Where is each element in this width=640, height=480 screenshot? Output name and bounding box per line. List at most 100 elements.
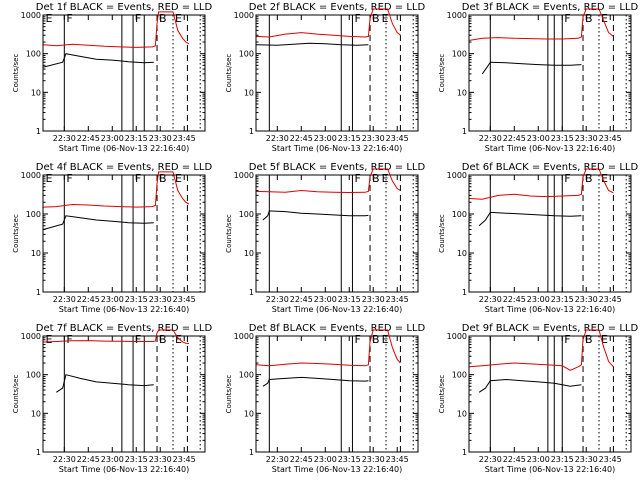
- axes-frame: [255, 335, 419, 453]
- region-label: F: [66, 333, 72, 346]
- events-series-line: [262, 210, 369, 221]
- region-label: E: [601, 172, 608, 185]
- axes-frame: [255, 174, 419, 293]
- x-axis-label: Start Time (06-Nov-13 22:16:40): [272, 144, 402, 153]
- y-tick-label: 1000: [21, 11, 41, 20]
- region-label: F: [564, 333, 570, 346]
- x-tick-label: 23:15: [338, 295, 361, 304]
- x-tick-label: 22:45: [77, 295, 100, 304]
- lld-series-line: [43, 171, 190, 208]
- lld-series-line: [469, 329, 614, 371]
- events-series-line: [262, 376, 369, 387]
- chart-panel-9: Det 9f BLACK = Events, RED = LLD 1 10 100 10…: [438, 323, 638, 474]
- x-tick-label: 23:30: [575, 295, 598, 304]
- x-axis-label: Start Time (06-Nov-13 22:16:40): [59, 465, 189, 474]
- chart-title: Det 6f BLACK = Events, RED = LLD: [462, 162, 639, 173]
- x-axis-label: Start Time (06-Nov-13 22:16:40): [485, 305, 615, 314]
- events-series-line: [478, 211, 582, 227]
- y-tick-label: 1: [36, 127, 41, 136]
- x-tick-label: 23:30: [362, 295, 385, 304]
- y-tick-label: 100: [452, 50, 467, 59]
- region-label: B: [159, 333, 167, 346]
- y-axis-label: Counts/sec: [438, 54, 446, 93]
- region-label: E: [46, 12, 53, 25]
- region-label: E: [175, 172, 182, 185]
- region-label: E: [601, 333, 608, 346]
- y-tick-label: 1000: [234, 171, 254, 180]
- chart-panel-1: Det 1f BLACK = Events, RED = LLD 1 10 100 10…: [12, 2, 212, 153]
- region-label: B: [585, 12, 593, 25]
- y-tick-label: 100: [452, 371, 467, 380]
- y-tick-label: 10: [244, 88, 254, 97]
- chart-panel-7: Det 7f BLACK = Events, RED = LLD 1 10 100 10…: [12, 323, 212, 474]
- lld-series-line: [43, 329, 190, 344]
- region-label: F: [66, 12, 72, 25]
- region-label: E: [175, 12, 182, 25]
- region-label: F: [564, 12, 570, 25]
- x-tick-label: 23:00: [527, 295, 550, 304]
- lld-series-line: [256, 8, 401, 38]
- axes-frame: [42, 335, 206, 453]
- x-tick-label: 23:15: [125, 134, 148, 143]
- region-label: F: [354, 333, 360, 346]
- region-label: E: [175, 333, 182, 346]
- x-tick-label: 23:45: [599, 295, 622, 304]
- x-tick-label: 23:15: [551, 295, 574, 304]
- axes-frame: [468, 14, 632, 132]
- y-tick-label: 100: [26, 50, 41, 59]
- y-tick-label: 10: [457, 88, 467, 97]
- region-label: E: [601, 12, 608, 25]
- x-tick-label: 23:00: [101, 295, 124, 304]
- x-tick-label: 22:30: [53, 134, 76, 143]
- region-label: F: [135, 12, 141, 25]
- region-label: F: [135, 172, 141, 185]
- region-label: E: [46, 172, 53, 185]
- x-tick-label: 23:45: [599, 134, 622, 143]
- y-tick-label: 1: [36, 288, 41, 297]
- y-tick-label: 100: [239, 371, 254, 380]
- y-axis-label: Counts/sec: [12, 214, 20, 253]
- region-label: F: [354, 12, 360, 25]
- x-tick-label: 22:45: [503, 455, 526, 464]
- y-tick-label: 10: [31, 409, 41, 418]
- region-label: F: [354, 172, 360, 185]
- x-tick-label: 23:15: [338, 455, 361, 464]
- chart-title: Det 3f BLACK = Events, RED = LLD: [462, 2, 639, 13]
- chart-title: Det 8f BLACK = Events, RED = LLD: [249, 323, 426, 334]
- axes-frame: [255, 14, 419, 132]
- x-tick-label: 23:00: [314, 455, 337, 464]
- y-tick-label: 10: [31, 249, 41, 258]
- chart-title: Det 2f BLACK = Events, RED = LLD: [249, 2, 426, 13]
- y-tick-label: 1: [462, 127, 467, 136]
- lld-series-line: [469, 8, 614, 41]
- region-label: E: [382, 333, 389, 346]
- x-tick-label: 23:45: [173, 295, 196, 304]
- x-tick-label: 23:00: [527, 134, 550, 143]
- y-tick-label: 10: [31, 88, 41, 97]
- x-tick-label: 22:30: [53, 455, 76, 464]
- y-axis-label: Counts/sec: [225, 214, 233, 253]
- y-tick-label: 1: [249, 127, 254, 136]
- x-tick-label: 22:45: [503, 134, 526, 143]
- x-tick-label: 23:30: [362, 455, 385, 464]
- chart-panel-3: Det 3f BLACK = Events, RED = LLD 1 10 100 10…: [438, 2, 638, 153]
- x-tick-label: 23:00: [101, 455, 124, 464]
- x-tick-label: 22:30: [53, 295, 76, 304]
- region-label: E: [382, 172, 389, 185]
- region-label: B: [159, 172, 167, 185]
- y-tick-label: 100: [452, 210, 467, 219]
- region-label: B: [372, 12, 380, 25]
- region-label: B: [159, 12, 167, 25]
- region-label: E: [382, 12, 389, 25]
- chart-title: Det 7f BLACK = Events, RED = LLD: [36, 323, 213, 334]
- x-tick-label: 22:45: [77, 134, 100, 143]
- chart-panel-6: Det 6f BLACK = Events, RED = LLD 1 10 100 10…: [438, 162, 638, 314]
- x-tick-label: 22:30: [479, 455, 502, 464]
- region-label: E: [46, 333, 53, 346]
- x-axis-label: Start Time (06-Nov-13 22:16:40): [59, 144, 189, 153]
- axes-frame: [42, 14, 206, 132]
- y-tick-label: 1000: [234, 11, 254, 20]
- x-tick-label: 22:45: [77, 455, 100, 464]
- x-tick-label: 22:45: [290, 134, 313, 143]
- x-tick-label: 23:30: [149, 295, 172, 304]
